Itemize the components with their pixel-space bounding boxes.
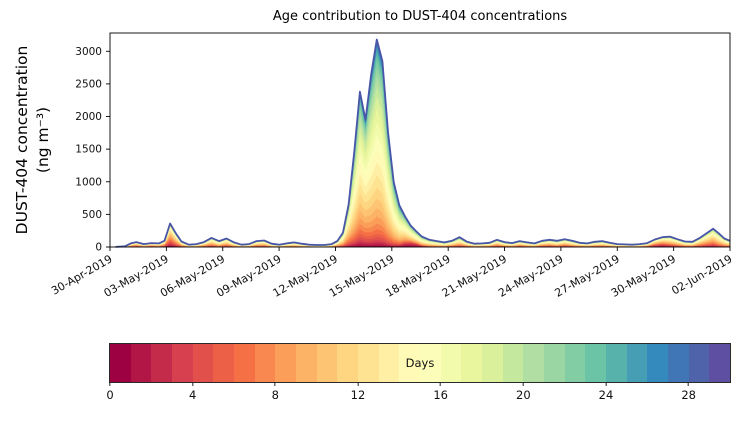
y-tick-label: 2000	[75, 111, 102, 123]
colorbar-segment	[668, 344, 689, 382]
age-band	[115, 40, 730, 247]
chart-title: Age contribution to DUST-404 concentrati…	[272, 9, 568, 24]
colorbar-tick-mark	[274, 382, 276, 386]
colorbar-segment	[275, 344, 297, 382]
colorbar-segment	[151, 344, 173, 382]
colorbar-segment	[606, 344, 627, 382]
stacked-area-plot: 05001000150020002500300030-Apr-201903-Ma…	[49, 32, 735, 300]
y-tick-label: 1500	[75, 144, 102, 156]
age-band	[115, 46, 730, 247]
colorbar-tick: 8	[272, 382, 279, 402]
colorbar-tick-mark	[109, 382, 111, 386]
colorbar-tick: 28	[681, 382, 696, 402]
colorbar-segment	[688, 344, 710, 382]
colorbar-label: Days	[405, 356, 435, 370]
colorbar-tick: 4	[189, 382, 196, 402]
colorbar-tick-label: 16	[433, 388, 448, 402]
colorbar-segment	[440, 344, 462, 382]
y-tick-label: 2500	[75, 78, 102, 90]
age-band	[115, 54, 730, 247]
age-band	[115, 107, 730, 247]
colorbar-tick-mark	[605, 382, 607, 386]
age-band	[115, 133, 730, 247]
age-band	[115, 94, 730, 247]
colorbar-tick-label: 28	[681, 388, 696, 402]
age-bands	[115, 39, 730, 247]
colorbar-segment	[234, 344, 255, 382]
colorbar: Days	[109, 343, 731, 383]
colorbar-tick-mark	[688, 382, 690, 386]
colorbar-tick-mark	[522, 382, 524, 386]
age-band	[115, 49, 730, 247]
colorbar-tick-mark	[357, 382, 359, 386]
colorbar-segment	[130, 344, 152, 382]
colorbar-tick: 0	[106, 382, 114, 402]
colorbar-tick-label: 0	[106, 388, 114, 402]
colorbar-segment	[585, 344, 607, 382]
colorbar-tick: 20	[516, 382, 531, 402]
age-band	[115, 161, 730, 247]
colorbar-segment	[523, 344, 545, 382]
colorbar-segment	[502, 344, 524, 382]
colorbar-segment	[544, 344, 565, 382]
age-band	[115, 66, 730, 247]
colorbar-tick-label: 20	[516, 388, 531, 402]
age-band	[115, 39, 730, 247]
axes-spines	[109, 32, 731, 248]
colorbar-segment	[709, 344, 731, 382]
colorbar-tick: 24	[598, 382, 614, 402]
age-band	[115, 41, 730, 247]
colorbar-tick-label: 4	[188, 388, 197, 402]
colorbar-segment	[482, 344, 503, 382]
colorbar-segment	[461, 344, 483, 382]
age-band	[115, 59, 730, 247]
colorbar-segment	[647, 344, 669, 382]
colorbar-tick-mark	[440, 382, 442, 386]
colorbar-segment	[316, 344, 338, 382]
colorbar-segment	[564, 344, 586, 382]
colorbar-tick-label: 24	[598, 388, 614, 402]
colorbar-segment	[192, 344, 214, 382]
colorbar-segment	[213, 344, 235, 382]
total-concentration-line	[115, 38, 731, 248]
colorbar-segment	[420, 344, 441, 382]
colorbar-ticks: 0 4 8 12 16 20 24 28	[106, 382, 730, 406]
y-tick-label: 0	[95, 242, 102, 254]
colorbar-segment	[399, 344, 421, 382]
age-band	[115, 43, 730, 247]
colorbar-segment	[296, 344, 317, 382]
colorbar-tick-mark	[192, 382, 194, 386]
colorbar-segment	[626, 344, 648, 382]
colorbar-segment	[110, 344, 131, 382]
age-band	[115, 120, 730, 247]
y-tick-label: 500	[82, 209, 102, 221]
age-band	[115, 83, 730, 247]
colorbar-segment	[358, 344, 379, 382]
colorbar-tick: 12	[350, 382, 366, 402]
colorbar-tick-label: 12	[350, 388, 366, 402]
x-tick-label: 02-Jun-2019	[669, 252, 734, 297]
colorbar-tick: 16	[433, 382, 448, 402]
age-band	[115, 75, 730, 247]
age-band	[115, 147, 730, 247]
colorbar-segment	[337, 344, 359, 382]
colorbar-segment	[378, 344, 400, 382]
y-tick-label: 1000	[75, 176, 102, 188]
colorbar-segment	[254, 344, 276, 382]
colorbar-tick-label: 8	[271, 388, 279, 402]
colorbar-segment	[172, 344, 193, 382]
plot-area: 05001000150020002500300030-Apr-201903-Ma…	[49, 32, 735, 300]
y-tick-label: 3000	[75, 46, 102, 58]
